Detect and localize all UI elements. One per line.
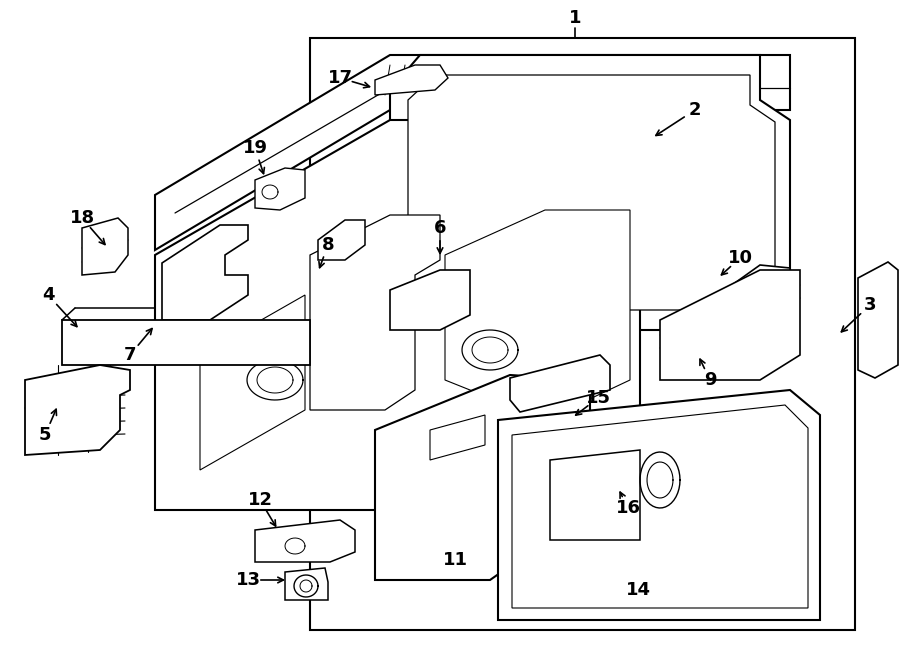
Polygon shape — [310, 215, 440, 410]
Polygon shape — [25, 365, 130, 455]
Text: 1: 1 — [569, 9, 581, 27]
Polygon shape — [82, 218, 128, 275]
Polygon shape — [255, 168, 305, 210]
Polygon shape — [408, 75, 775, 310]
Polygon shape — [155, 55, 790, 250]
Text: 19: 19 — [242, 139, 267, 157]
Polygon shape — [858, 262, 898, 378]
Polygon shape — [512, 405, 808, 608]
Text: 12: 12 — [248, 491, 273, 509]
Polygon shape — [318, 220, 365, 260]
Polygon shape — [255, 520, 355, 562]
Polygon shape — [310, 38, 855, 630]
Text: 7: 7 — [124, 346, 136, 364]
Text: 18: 18 — [69, 209, 94, 227]
Polygon shape — [375, 65, 448, 95]
Text: 9: 9 — [704, 371, 716, 389]
Polygon shape — [390, 55, 790, 330]
Text: 11: 11 — [443, 551, 467, 569]
Text: 10: 10 — [727, 249, 752, 267]
Polygon shape — [550, 450, 640, 540]
Polygon shape — [498, 390, 820, 620]
Polygon shape — [445, 210, 630, 420]
Polygon shape — [390, 270, 470, 330]
Polygon shape — [162, 225, 248, 320]
Text: 17: 17 — [328, 69, 353, 87]
Polygon shape — [730, 340, 760, 370]
Text: 2: 2 — [688, 101, 701, 119]
Polygon shape — [285, 568, 328, 600]
Polygon shape — [430, 415, 485, 460]
Text: 15: 15 — [586, 389, 610, 407]
Text: 5: 5 — [39, 426, 51, 444]
Text: 4: 4 — [41, 286, 54, 304]
Text: 13: 13 — [236, 571, 260, 589]
Polygon shape — [510, 355, 610, 412]
Polygon shape — [718, 265, 790, 340]
Polygon shape — [62, 320, 310, 365]
Polygon shape — [155, 120, 640, 510]
Polygon shape — [660, 270, 800, 380]
Text: 6: 6 — [434, 219, 446, 237]
Polygon shape — [200, 295, 305, 470]
Polygon shape — [375, 375, 590, 580]
Text: 14: 14 — [626, 581, 651, 599]
Text: 8: 8 — [321, 236, 334, 254]
Text: 16: 16 — [616, 499, 641, 517]
Text: 3: 3 — [864, 296, 877, 314]
